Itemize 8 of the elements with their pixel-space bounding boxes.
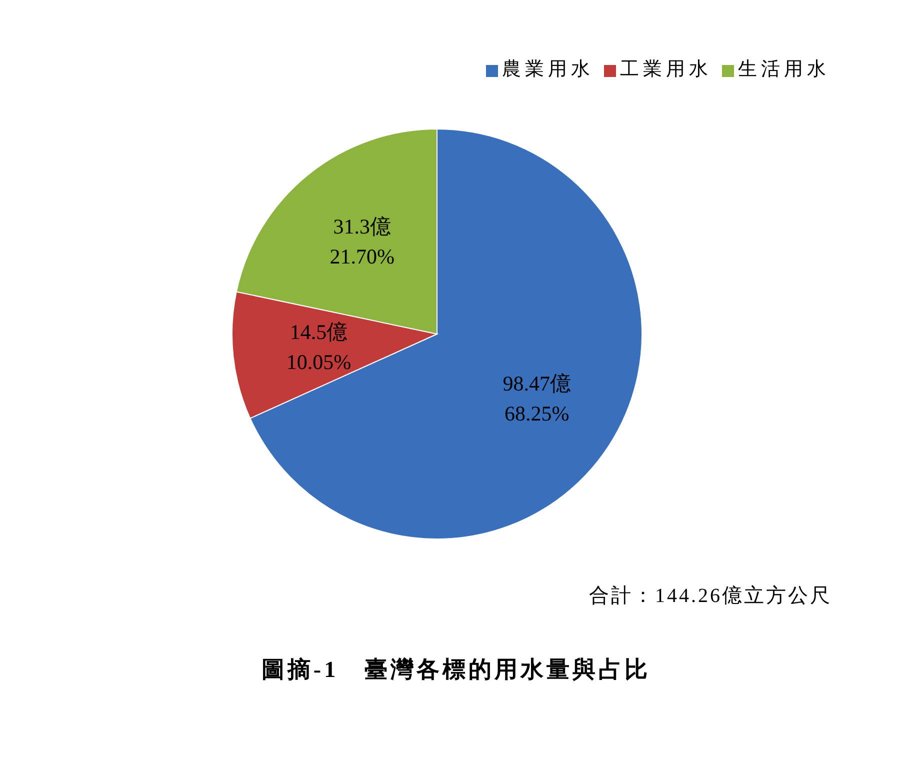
text: 合計：144.26億立方公尺 <box>589 585 832 607</box>
legend-label: 生活用水 <box>738 59 830 80</box>
data-label: 31.3億 21.70% <box>330 214 394 269</box>
data-label: 98.47億 68.25% <box>502 372 572 426</box>
legend-label: 工業用水 <box>620 59 712 80</box>
text: 圖摘-1 臺灣各標的用水量與占比 <box>261 657 651 682</box>
legend-label: 農業用水 <box>502 59 594 80</box>
data-label: 14.5億 10.05% <box>286 320 352 374</box>
